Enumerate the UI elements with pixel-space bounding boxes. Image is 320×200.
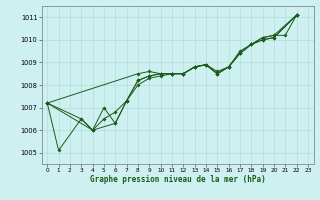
X-axis label: Graphe pression niveau de la mer (hPa): Graphe pression niveau de la mer (hPa) [90,175,266,184]
